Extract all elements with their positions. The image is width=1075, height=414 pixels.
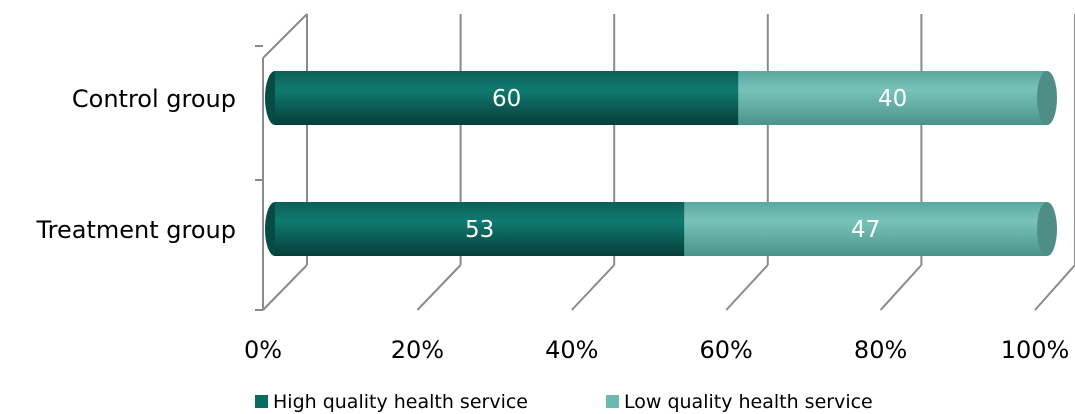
x-tick-label: 60% (700, 336, 753, 364)
bar-segment-high-quality (275, 71, 739, 125)
category-label: Control group (72, 85, 236, 113)
gridline-floor (416, 264, 462, 311)
legend-swatch (606, 395, 619, 408)
bar-segment-low-quality (738, 71, 1047, 125)
bar-right-cap (1037, 202, 1057, 256)
data-label: 47 (851, 217, 880, 243)
chart-bars (265, 71, 1057, 256)
gridline-floor (262, 264, 308, 311)
legend-label: High quality health service (273, 391, 528, 413)
data-label: 53 (465, 217, 494, 243)
gridline-floor (571, 264, 615, 311)
chart-legend: High quality health service Low quality h… (255, 391, 873, 413)
x-tick-label: 0% (244, 336, 282, 364)
legend-swatch (255, 395, 268, 408)
x-tick-label: 40% (545, 336, 598, 364)
x-tick-label: 20% (391, 336, 444, 364)
bar-segment-high-quality (275, 202, 685, 256)
bar-segment-low-quality (684, 202, 1047, 256)
legend-label: Low quality health service (624, 391, 873, 413)
chart-labels: 60 40 Control group 53 47 Treatment group (36, 85, 908, 244)
y-axis-depth-line (262, 13, 308, 59)
x-tick-label: 80% (854, 336, 907, 364)
gridline-floor (879, 264, 923, 311)
gridline-floor (725, 264, 769, 311)
gridline-floor (1034, 264, 1075, 311)
category-label: Treatment group (36, 216, 236, 244)
bar-right-cap (1037, 71, 1057, 125)
chart-axes: 0% 20% 40% 60% 80% 100% (244, 13, 1075, 364)
x-tick-label: 100% (1001, 336, 1070, 364)
data-label: 60 (492, 86, 521, 112)
data-label: 40 (878, 86, 907, 112)
